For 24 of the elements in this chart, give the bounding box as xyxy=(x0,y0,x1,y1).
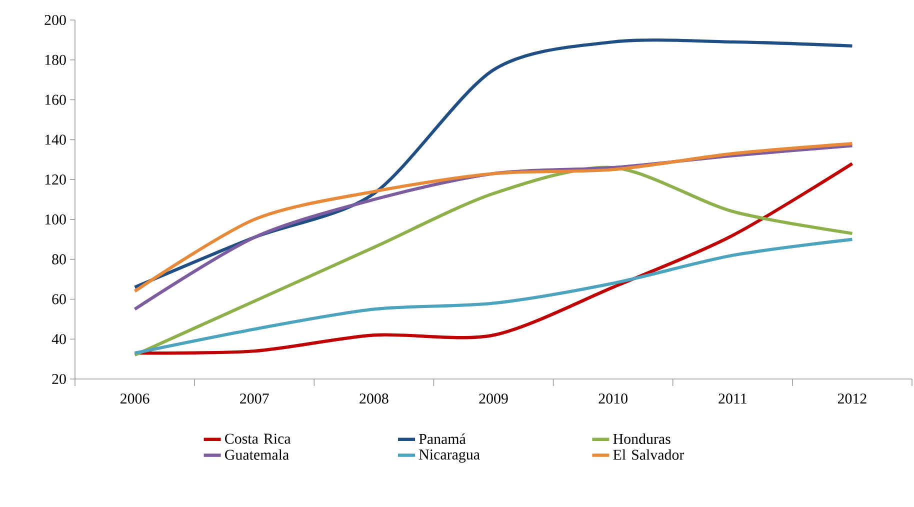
y-tick-label: 200 xyxy=(44,14,66,26)
legend-label: Panamá xyxy=(419,433,466,444)
legend-label: Nicaragua xyxy=(419,450,480,463)
legend-label: El Salvador xyxy=(613,449,684,460)
x-tick-label: 2012 xyxy=(838,394,866,404)
legend-label: Honduras xyxy=(613,433,670,444)
y-tick-label: 80 xyxy=(52,254,66,264)
x-tick-label: 2009 xyxy=(479,394,508,404)
y-tick-label: 20 xyxy=(52,374,66,384)
legend-label: Guatemala xyxy=(225,449,289,460)
y-tick-label: 40 xyxy=(52,334,66,344)
line-series xyxy=(133,238,854,355)
y-tick-label: 160 xyxy=(45,94,66,105)
x-tick-label: 2007 xyxy=(240,394,269,404)
y-tick-label: 60 xyxy=(52,294,66,304)
x-tick-label: 2006 xyxy=(120,394,150,404)
legend-label: Costa Rica xyxy=(225,434,291,444)
x-tick-label: 2011 xyxy=(718,394,746,404)
y-tick-label: 140 xyxy=(45,134,66,145)
x-tick-label: 2008 xyxy=(360,394,388,404)
y-tick-label: 120 xyxy=(45,174,66,185)
x-tick-label: 2010 xyxy=(598,394,628,404)
y-tick-label: 180 xyxy=(45,54,66,65)
y-tick-label: 100 xyxy=(45,214,66,224)
